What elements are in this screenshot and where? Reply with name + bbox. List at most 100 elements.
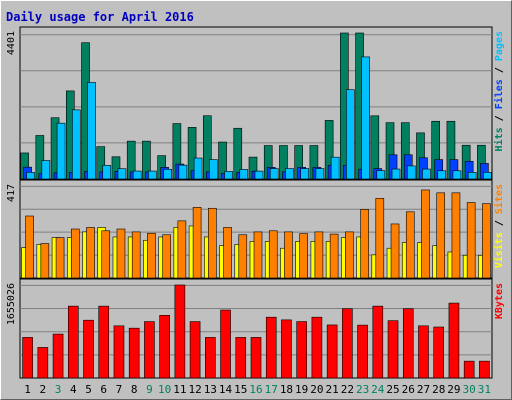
bar-visits-sites-day-1	[25, 215, 34, 279]
bar-hits-pages-day-2	[41, 160, 51, 180]
x-tick-label: 10	[158, 383, 171, 396]
x-tick-label: 2	[40, 383, 47, 396]
bar-hits-pages-day-22	[346, 89, 355, 180]
panel-kbytes: 1655026 KBytes	[6, 278, 505, 379]
legend-part: Pages	[494, 31, 505, 61]
panel-hits: 4401 Hits / Files / Pages	[6, 26, 505, 180]
x-tick-label: 18	[280, 383, 293, 396]
legend-part: /	[494, 109, 505, 127]
x-axis-labels: 1 2 3 4 5 6 7 8 9 10 11 12 13 14 15 16 17 18 19 20 21 22 23 24 2…	[24, 383, 491, 396]
bar-hits-pages-day-25	[391, 168, 401, 180]
legend-visits: Visits / Sites	[493, 184, 505, 268]
bar-kbytes-kbytes-day-13	[205, 337, 216, 379]
bar-kbytes-kbytes-day-27	[418, 325, 429, 379]
bar-kbytes-kbytes-day-5	[83, 319, 94, 379]
bar-hits-pages-day-9	[148, 170, 157, 180]
bar-hits-pages-day-24	[376, 170, 386, 180]
x-tick-label: 14	[219, 383, 233, 396]
bar-hits-pages-day-14	[224, 171, 233, 180]
x-tick-label: 13	[204, 383, 217, 396]
bar-visits-sites-day-17	[268, 230, 278, 279]
x-tick-label: 19	[295, 383, 308, 396]
bar-kbytes-kbytes-day-11	[174, 284, 186, 379]
bar-hits-pages-day-19	[300, 168, 309, 180]
bar-visits-sites-day-9	[147, 232, 156, 279]
bar-hits-pages-day-23	[361, 56, 370, 180]
bar-hits-pages-day-30	[467, 172, 477, 180]
x-tick-label: 29	[447, 383, 460, 396]
bar-hits-pages-day-3	[56, 122, 66, 180]
x-tick-label: 23	[356, 383, 369, 396]
bar-hits-pages-day-20	[315, 168, 325, 180]
bar-kbytes-kbytes-day-2	[37, 347, 49, 379]
bar-visits-sites-day-19	[299, 233, 308, 279]
bar-kbytes-kbytes-day-4	[67, 305, 79, 379]
bar-visits-sites-day-26	[405, 211, 415, 279]
legend-part: Files	[493, 79, 505, 109]
bar-visits-sites-day-13	[208, 207, 217, 279]
bar-kbytes-kbytes-day-17	[265, 316, 277, 379]
ymax-label-hits: 4401	[6, 31, 17, 55]
bar-kbytes-kbytes-day-24	[372, 305, 384, 379]
x-tick-label: 5	[85, 383, 92, 396]
bar-hits-pages-day-29	[452, 170, 462, 180]
bar-kbytes-kbytes-day-10	[159, 315, 170, 379]
x-tick-label: 8	[131, 383, 138, 396]
bar-kbytes-kbytes-day-21	[326, 324, 338, 379]
bar-kbytes-kbytes-day-14	[220, 309, 231, 379]
bar-hits-pages-day-16	[254, 170, 264, 180]
bar-visits-sites-day-3	[55, 237, 65, 279]
bar-kbytes-kbytes-day-12	[189, 321, 201, 379]
bar-hits-pages-day-15	[239, 169, 249, 180]
bar-visits-sites-day-25	[390, 223, 400, 279]
bar-visits-sites-day-15	[238, 234, 248, 279]
x-tick-label: 7	[116, 383, 123, 396]
bar-visits-sites-day-22	[345, 231, 354, 279]
bar-kbytes-kbytes-day-7	[113, 325, 125, 379]
bar-visits-sites-day-5	[86, 227, 95, 279]
bar-hits-pages-day-10	[163, 168, 172, 180]
bar-visits-sites-day-23	[360, 209, 369, 279]
x-tick-label: 26	[402, 383, 415, 396]
bar-hits-pages-day-6	[102, 165, 112, 180]
bar-kbytes-kbytes-day-8	[128, 327, 140, 379]
bar-hits-pages-day-17	[269, 168, 279, 180]
bar-kbytes-kbytes-day-20	[311, 316, 323, 379]
chart-title: Daily usage for April 2016	[6, 10, 194, 24]
x-tick-label: 21	[326, 383, 339, 396]
legend-part: Sites	[493, 184, 505, 214]
x-tick-label: 28	[432, 383, 445, 396]
bar-hits-pages-day-26	[406, 165, 416, 180]
bar-visits-sites-day-12	[192, 207, 202, 279]
legend-hits: Hits / Files / Pages	[493, 31, 505, 151]
x-tick-label: 16	[249, 383, 262, 396]
bar-visits-sites-day-6	[101, 230, 111, 279]
legend-part: Hits	[493, 127, 505, 151]
x-tick-label: 17	[265, 383, 278, 396]
bar-visits-sites-day-10	[162, 234, 171, 279]
bar-hits-pages-day-27	[422, 168, 431, 180]
bar-visits-sites-day-4	[70, 228, 80, 279]
bar-kbytes-kbytes-day-23	[357, 324, 368, 379]
x-tick-label: 12	[188, 383, 201, 396]
bar-kbytes-kbytes-day-19	[296, 321, 307, 379]
ymax-label-visits: 417	[6, 184, 17, 202]
bar-hits-pages-day-28	[437, 170, 447, 180]
bar-visits-sites-day-30	[466, 202, 476, 279]
legend-kbytes: KBytes	[494, 283, 505, 319]
ymax-label-kbytes: 1655026	[6, 283, 17, 325]
x-tick-label: 24	[371, 383, 385, 396]
bar-visits-sites-day-2	[40, 243, 50, 279]
bar-kbytes-kbytes-day-3	[52, 333, 64, 379]
bar-hits-pages-day-13	[209, 159, 218, 180]
bar-kbytes-kbytes-day-26	[402, 308, 414, 379]
bar-visits-sites-day-21	[329, 233, 339, 279]
bar-hits-pages-day-11	[178, 164, 188, 180]
bar-hits-pages-day-21	[330, 156, 340, 180]
x-tick-label: 15	[234, 383, 247, 396]
bar-visits-sites-day-27	[421, 189, 430, 279]
bar-visits-sites-day-8	[131, 231, 141, 279]
bar-kbytes-kbytes-day-30	[463, 360, 475, 379]
bar-hits-pages-day-7	[117, 168, 127, 180]
